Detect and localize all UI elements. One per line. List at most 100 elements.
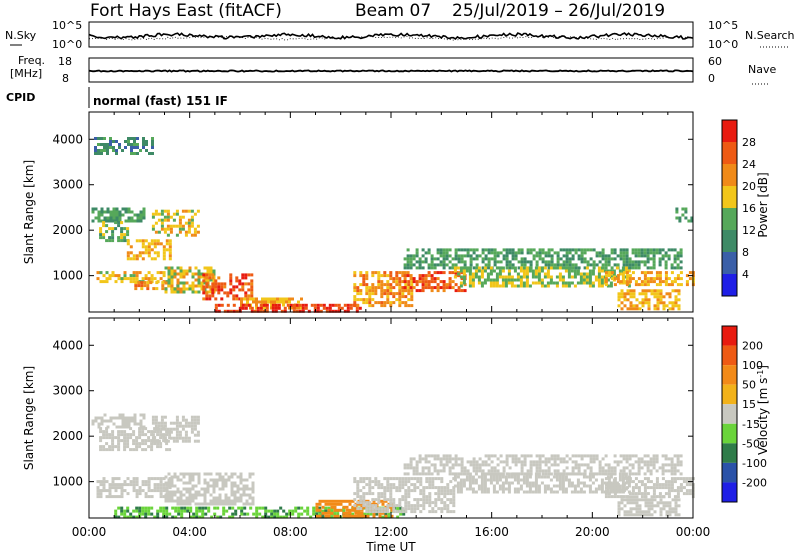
- heatmap-cell: [374, 507, 378, 511]
- heatmap-cell: [241, 303, 245, 307]
- heatmap-cell: [105, 239, 109, 243]
- heatmap-cell: [198, 509, 202, 513]
- heatmap-cell: [188, 496, 192, 500]
- heatmap-cell: [609, 481, 613, 485]
- heatmap-cell: [114, 509, 118, 513]
- heatmap-cell: [595, 251, 599, 255]
- heatmap-cell: [507, 275, 511, 279]
- heatmap-cell: [123, 483, 127, 487]
- heatmap-cell: [412, 469, 416, 473]
- heatmap-cell: [431, 486, 435, 490]
- heatmap-cell: [409, 260, 413, 264]
- heatmap-cell: [623, 304, 627, 308]
- heatmap-cell: [345, 511, 349, 515]
- heatmap-cell: [508, 266, 512, 270]
- heatmap-cell: [241, 288, 245, 292]
- heatmap-cell: [443, 495, 447, 499]
- heatmap-cell: [540, 481, 544, 485]
- heatmap-cell: [371, 289, 375, 293]
- heatmap-cell: [365, 298, 369, 302]
- heatmap-cell: [362, 298, 366, 302]
- heatmap-cell: [502, 469, 506, 473]
- heatmap-cell: [256, 306, 260, 310]
- heatmap-cell: [212, 484, 216, 488]
- heatmap-cell: [462, 484, 466, 488]
- heatmap-cell: [250, 279, 254, 283]
- heatmap-cell: [141, 509, 145, 513]
- heatmap-cell: [665, 513, 669, 517]
- heatmap-cell: [673, 489, 677, 493]
- heatmap-cell: [327, 502, 331, 506]
- heatmap-cell: [598, 472, 602, 476]
- heatmap-cell: [190, 233, 194, 237]
- heatmap-cell: [241, 282, 245, 286]
- heatmap-cell: [632, 304, 636, 308]
- heatmap-cell: [513, 487, 517, 491]
- heatmap-cell: [600, 278, 604, 282]
- heatmap-cell: [649, 463, 653, 467]
- heatmap-cell: [583, 251, 587, 255]
- heatmap-cell: [240, 300, 243, 304]
- velocity-colorbar-label: Velocity [m s-1]: [756, 365, 770, 455]
- heatmap-cell: [156, 433, 160, 437]
- heatmap-cell: [409, 277, 413, 281]
- heatmap-cell: [221, 475, 225, 479]
- heatmap-cell: [201, 515, 205, 519]
- heatmap-cell: [434, 492, 438, 496]
- heatmap-cell: [138, 486, 142, 490]
- heatmap-cell: [650, 504, 654, 508]
- heatmap-cell: [318, 499, 322, 503]
- heatmap-cell: [449, 489, 453, 493]
- heatmap-cell: [555, 284, 559, 288]
- heatmap-cell: [620, 301, 624, 305]
- y-tick-label: 1000: [52, 269, 83, 283]
- heatmap-cell: [377, 483, 381, 487]
- heatmap-cell: [658, 486, 662, 490]
- heatmap-cell: [474, 272, 478, 276]
- heatmap-cell: [402, 512, 406, 516]
- heatmap-cell: [437, 492, 441, 496]
- heatmap-cell: [130, 152, 133, 155]
- heatmap-cell: [214, 306, 218, 310]
- heatmap-cell: [185, 502, 189, 506]
- heatmap-cell: [561, 481, 565, 485]
- heatmap-cell: [117, 448, 121, 452]
- heatmap-cell: [380, 301, 384, 305]
- heatmap-cell: [537, 484, 541, 488]
- heatmap-cell: [468, 272, 472, 276]
- heatmap-cell: [671, 307, 675, 311]
- heatmap-cell: [508, 248, 512, 252]
- heatmap-cell: [567, 472, 571, 476]
- heatmap-cell: [111, 480, 115, 484]
- heatmap-cell: [248, 496, 252, 500]
- heatmap-cell: [537, 475, 541, 479]
- heatmap-cell: [516, 490, 520, 494]
- heatmap-cell: [475, 463, 479, 467]
- heatmap-cell: [649, 248, 653, 252]
- heatmap-cell: [597, 278, 601, 282]
- heatmap-cell: [543, 487, 547, 491]
- heatmap-cell: [207, 506, 211, 510]
- heatmap-cell: [165, 489, 169, 493]
- heatmap-cell: [135, 483, 139, 487]
- heatmap-cell: [658, 492, 662, 496]
- heatmap-cell: [334, 303, 338, 307]
- heatmap-cell: [168, 486, 172, 490]
- heatmap-cell: [622, 248, 626, 252]
- heatmap-cell: [108, 495, 112, 499]
- heatmap-cell: [622, 457, 626, 461]
- heatmap-cell: [543, 475, 547, 479]
- heatmap-cell: [650, 289, 654, 293]
- heatmap-cell: [209, 278, 213, 282]
- heatmap-cell: [655, 274, 659, 278]
- heatmap-cell: [389, 486, 393, 490]
- heatmap-cell: [567, 266, 571, 270]
- heatmap-cell: [571, 469, 575, 473]
- heatmap-cell: [442, 463, 446, 467]
- heatmap-cell: [610, 495, 614, 499]
- heatmap-cell: [389, 301, 393, 305]
- heatmap-cell: [681, 213, 685, 217]
- heatmap-cell: [233, 502, 237, 506]
- heatmap-cell: [635, 495, 639, 499]
